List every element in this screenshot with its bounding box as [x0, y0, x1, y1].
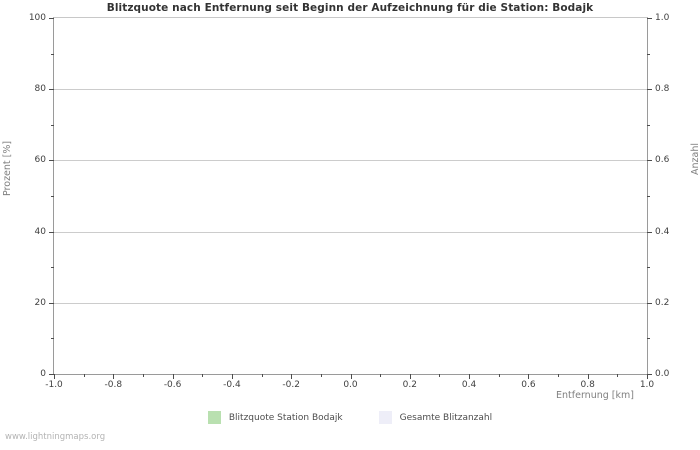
y-axis-right-tick-label: 1.0: [655, 13, 670, 23]
x-axis-tick-label: 0.2: [402, 380, 417, 390]
x-axis-tick: [113, 374, 115, 379]
y-axis-right-tick: [647, 89, 652, 91]
x-axis-tick-label: 0.4: [461, 380, 477, 390]
x-axis-tick: [54, 374, 55, 379]
y-axis-left-minor-tick: [51, 267, 54, 269]
y-axis-right-tick: [647, 302, 652, 304]
x-axis-minor-tick: [498, 374, 500, 377]
y-axis-left-tick-label: 80: [34, 84, 46, 95]
y-axis-right-tick-label: 0.2: [655, 297, 670, 308]
x-axis-tick-label: -0.2: [282, 380, 300, 390]
gridline-horizontal: [54, 89, 647, 91]
gridline-horizontal: [54, 231, 647, 233]
y-axis-left-tick: [49, 18, 54, 19]
plot-area: 0 20 40 60 80 100 0.0 0.2 0.4 0.6 0.8 1.0 -1.0 -0.8 -0…: [29, 13, 670, 390]
x-axis-tick: [231, 374, 233, 379]
x-axis-tick-label: 0.0: [343, 380, 358, 390]
chart-legend: Blitzquote Station Bodajk Gesamte Blitzan…: [0, 411, 700, 424]
y-axis-right-tick-label: 0.0: [655, 369, 670, 379]
y-axis-right-tick: [647, 231, 652, 233]
legend-swatch: [207, 411, 221, 424]
legend-item[interactable]: Blitzquote Station Bodajk: [207, 411, 343, 424]
x-axis-tick-label: 0.6: [521, 380, 536, 390]
y-axis-left-tick-label: 40: [34, 226, 46, 237]
x-axis-tick: [409, 374, 411, 379]
y-axis-left-minor-tick: [51, 53, 54, 55]
x-axis-tick: [350, 374, 352, 379]
x-axis-tick: [528, 374, 530, 379]
y-axis-right-tick-label: 0.4: [655, 226, 670, 237]
y-axis-right-tick: [647, 374, 652, 375]
y-axis-left-minor-tick: [51, 124, 54, 126]
x-axis-minor-tick: [617, 374, 619, 377]
y-axis-left-tick: [49, 374, 54, 375]
x-axis-tick-label: -1.0: [45, 380, 63, 390]
y-axis-left-tick: [49, 160, 54, 162]
y-axis-left-tick-label: 20: [34, 297, 46, 308]
y-axis-right-minor-tick: [647, 338, 650, 340]
x-axis-tick-label: -0.8: [104, 380, 123, 390]
x-axis-tick-label: -0.6: [163, 380, 182, 390]
x-axis-minor-tick: [558, 374, 560, 377]
y-axis-left-tick: [49, 231, 54, 233]
y-axis-left-minor-tick: [51, 196, 54, 197]
x-axis-tick-label: -0.4: [223, 380, 241, 390]
y-axis-left-minor-tick: [51, 338, 54, 340]
y-axis-right-minor-tick: [647, 196, 650, 197]
x-axis-tick-label: 1.0: [639, 380, 655, 390]
y-axis-left-tick-label: 60: [34, 155, 46, 166]
legend-label: Gesamte Blitzanzahl: [399, 412, 493, 423]
x-axis-minor-tick: [261, 374, 263, 377]
y-axis-right-tick: [647, 160, 652, 162]
y-axis-right-title: Anzahl: [690, 143, 700, 175]
x-axis-title: Entfernung [km]: [556, 390, 634, 401]
x-axis-tick-label: 0.8: [580, 380, 595, 390]
footer-watermark: www.lightningmaps.org: [5, 432, 106, 442]
legend-label: Blitzquote Station Bodajk: [228, 412, 343, 423]
y-axis-left-tick: [49, 302, 54, 304]
y-axis-left-title: Prozent [%]: [2, 140, 13, 196]
legend-item[interactable]: Gesamte Blitzanzahl: [378, 411, 493, 424]
y-axis-right-minor-tick: [647, 124, 650, 126]
gridline-horizontal: [54, 302, 647, 304]
x-axis-tick: [172, 374, 174, 379]
x-axis-minor-tick: [142, 374, 144, 377]
y-axis-right-tick-label: 0.6: [655, 155, 670, 166]
y-axis-left-tick: [49, 89, 54, 91]
legend-swatch: [378, 411, 392, 424]
plot-inner: 0 20 40 60 80 100 0.0 0.2 0.4 0.6 0.8 1.0 -1.0 -0.8 -0…: [29, 13, 670, 390]
x-axis-minor-tick: [380, 374, 382, 377]
x-axis-tick: [647, 374, 648, 379]
y-axis-left-tick-label: 0: [40, 369, 46, 379]
gridline-horizontal: [54, 160, 647, 162]
x-axis-minor-tick: [320, 374, 322, 377]
chart-title: Blitzquote nach Entfernung seit Beginn d…: [106, 2, 594, 14]
x-axis-minor-tick: [83, 374, 85, 377]
y-axis-left-tick-label: 100: [28, 13, 46, 23]
y-axis-right-minor-tick: [647, 53, 650, 55]
x-axis-minor-tick: [202, 374, 204, 377]
x-axis-tick: [469, 374, 471, 379]
y-axis-right-tick: [647, 18, 652, 19]
x-axis-minor-tick: [439, 374, 441, 377]
x-axis-tick: [587, 374, 589, 379]
x-axis-tick: [291, 374, 293, 379]
y-axis-right-tick-label: 0.8: [655, 84, 670, 95]
y-axis-right-minor-tick: [647, 267, 650, 269]
